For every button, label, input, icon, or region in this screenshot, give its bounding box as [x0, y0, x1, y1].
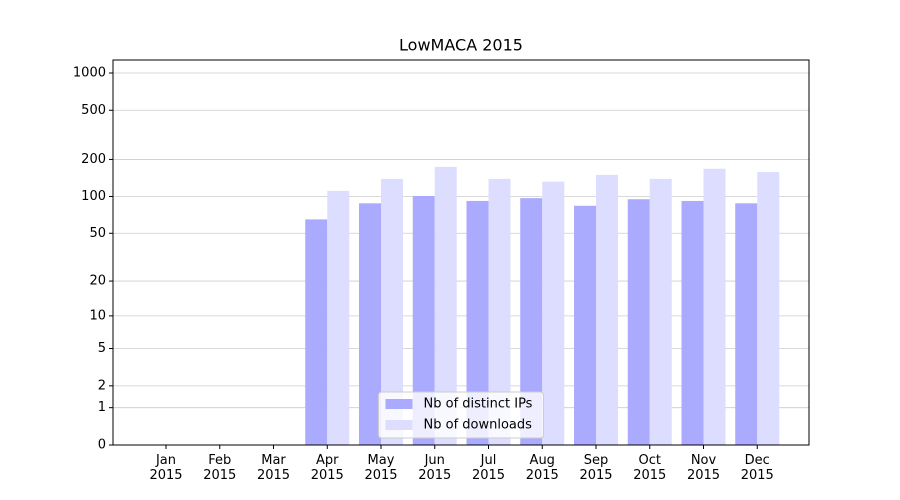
bar — [381, 178, 403, 446]
x-tick-label: Mar 2015 — [256, 453, 291, 483]
y-tick-label: 50 — [89, 226, 106, 241]
bar — [434, 166, 457, 446]
x-tick-label: Jun 2015 — [418, 453, 452, 483]
y-tick-label: 1 — [98, 400, 106, 415]
legend-swatch — [385, 420, 413, 430]
y-tick-label: 500 — [81, 103, 106, 118]
bar — [681, 200, 704, 445]
x-tick-label: Oct 2015 — [633, 453, 667, 483]
bar — [596, 174, 618, 445]
y-tick-label: 10 — [89, 308, 106, 323]
y-tick-label: 20 — [89, 274, 106, 289]
y-tick-label: 100 — [81, 189, 106, 204]
bar — [627, 199, 650, 445]
x-tick-label: Dec 2015 — [740, 453, 774, 483]
legend-label: Nb of downloads — [424, 418, 533, 433]
bar — [520, 198, 543, 445]
bar — [703, 168, 726, 445]
bar — [412, 195, 435, 445]
bar — [466, 200, 489, 445]
bar — [574, 205, 596, 445]
x-tick-label: Sep 2015 — [579, 453, 613, 483]
bar — [542, 181, 565, 445]
bar — [327, 190, 350, 445]
y-tick-label: 200 — [81, 152, 106, 167]
y-tick-label: 5 — [98, 341, 106, 356]
bar — [305, 219, 328, 445]
bar — [359, 203, 381, 445]
legend-box — [378, 391, 544, 439]
bar — [757, 172, 780, 445]
legend-label: Nb of distinct IPs — [424, 397, 533, 412]
x-tick-label: Jul 2015 — [471, 453, 506, 483]
plot-frame — [112, 59, 810, 446]
legend-swatch — [385, 399, 413, 409]
x-tick-label: May 2015 — [364, 453, 398, 483]
y-tick-label: 1000 — [73, 65, 106, 80]
x-tick-label: Nov 2015 — [686, 453, 721, 483]
x-tick-label: Feb 2015 — [203, 453, 237, 483]
x-tick-label: Jan 2015 — [149, 453, 183, 483]
x-tick-label: Aug 2015 — [525, 453, 559, 483]
bar — [488, 178, 511, 446]
bar — [649, 178, 672, 446]
x-tick-label: Apr 2015 — [310, 453, 344, 483]
y-tick-label: 2 — [98, 378, 106, 393]
chart-title: LowMACA 2015 — [399, 36, 523, 55]
bar — [735, 203, 758, 445]
y-tick-label: 0 — [98, 438, 106, 453]
